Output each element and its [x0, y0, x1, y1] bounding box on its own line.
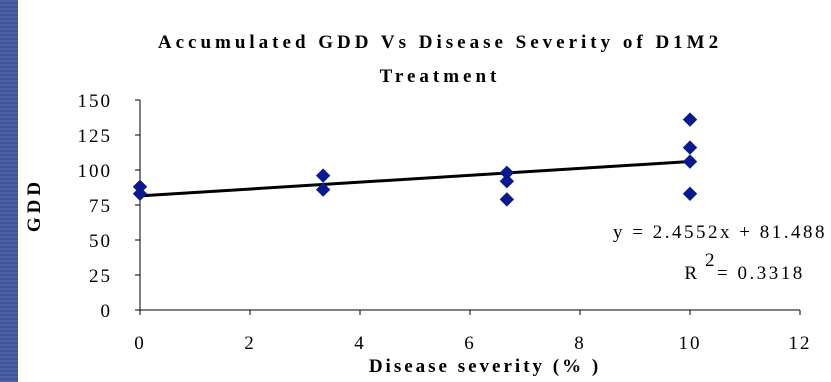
data-point	[682, 140, 698, 155]
data-point	[682, 112, 698, 127]
data-point	[682, 154, 698, 169]
y-tick-label: 125	[78, 126, 113, 147]
y-tick-label: 25	[89, 266, 112, 287]
chart-title-line-2: Treatment	[380, 66, 501, 87]
x-tick-label: 8	[574, 333, 586, 354]
trendline-group	[139, 160, 691, 198]
data-point	[315, 182, 331, 197]
data-point	[682, 186, 698, 202]
r-squared-exponent: 2	[705, 250, 715, 271]
x-tick-label: 4	[354, 333, 366, 354]
data-point	[315, 168, 331, 183]
y-tick-label: 150	[78, 91, 113, 112]
chart-title-line-1: Accumulated GDD Vs Disease Severity of D…	[158, 32, 722, 53]
y-tick-label: 75	[89, 196, 112, 217]
x-tick-label: 2	[244, 333, 256, 354]
y-axis-label: GDD	[24, 178, 45, 232]
x-tick-label: 10	[679, 333, 702, 354]
x-tick-label: 0	[134, 333, 146, 354]
r-squared-label: R	[684, 263, 697, 284]
data-points	[132, 112, 698, 207]
trendline-equation: y = 2.4552x + 81.488	[613, 222, 827, 243]
data-point	[132, 179, 148, 195]
x-tick-label: 6	[464, 333, 476, 354]
data-point	[499, 165, 515, 181]
data-point	[499, 192, 515, 207]
y-tick-label: 50	[89, 231, 112, 252]
x-tick-label: 12	[789, 333, 812, 354]
r-squared-value: = 0.3318	[717, 263, 805, 284]
trendline	[139, 160, 691, 198]
axes: 0 25 50 75 100 125 150 0 2 4 6 8 10 12	[78, 91, 812, 354]
y-tick-label: 0	[101, 301, 113, 322]
chart-panel	[18, 0, 831, 382]
x-axis-label: Disease severity (% )	[369, 356, 601, 377]
y-tick-label: 100	[78, 161, 113, 182]
data-point	[499, 173, 515, 189]
